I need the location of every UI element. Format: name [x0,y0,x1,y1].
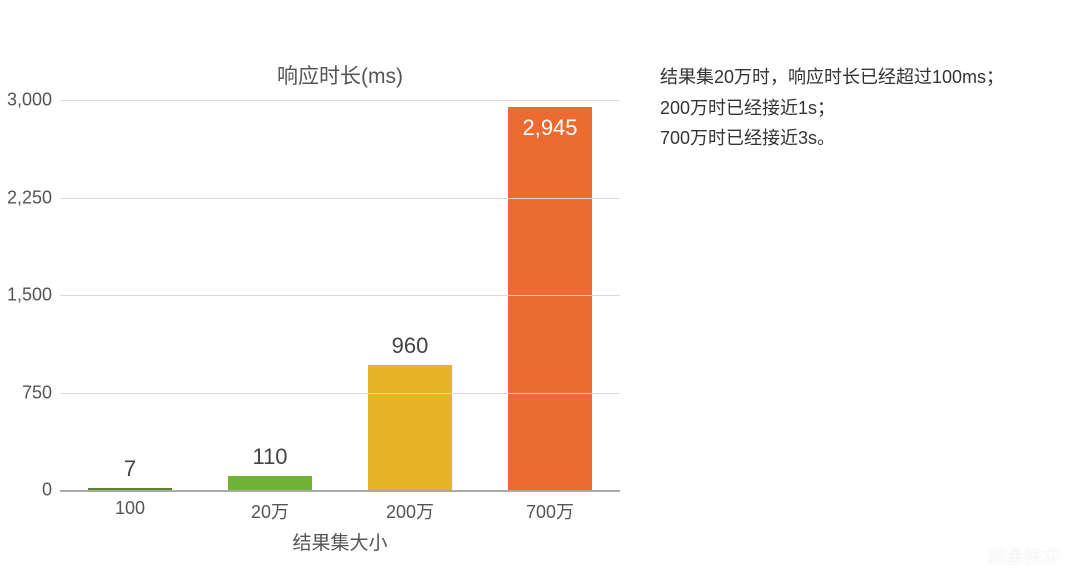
gridline [60,198,620,199]
watermark: 闲鱼技术 [960,543,1060,569]
ytick-label: 0 [0,480,52,501]
annotation-block: 结果集20万时，响应时长已经超过100ms； 200万时已经接近1s； 700万… [660,62,1050,154]
plot-area: 710011020万960200万2,945700万 结果集大小 07501,5… [60,100,620,490]
ytick-label: 2,250 [0,187,52,208]
xtick-label: 20万 [251,498,289,524]
wechat-icon [960,545,982,567]
gridline [60,295,620,296]
gridline [60,100,620,101]
xtick-label: 700万 [526,498,574,524]
ytick-label: 750 [0,382,52,403]
xtick-label: 200万 [386,498,434,524]
bar-value-label: 7 [124,456,136,482]
xaxis-title: 结果集大小 [60,528,620,555]
bar: 2,945 [508,107,592,490]
page-root: 响应时长(ms) 7 100 110 20万 960 200万 2,945 700万 结果集大… [0,0,1080,583]
bar: 960 [368,365,452,490]
gridline [60,393,620,394]
bar-value-label: 960 [392,333,429,359]
annotation-line: 700万时已经接近3s。 [660,123,1050,154]
chart-title: 响应时长(ms) [60,60,620,90]
annotation-line: 结果集20万时，响应时长已经超过100ms； [660,62,1050,93]
bar-value-label: 2,945 [522,115,577,141]
wechat-icon-svg [960,545,982,567]
annotation-line: 200万时已经接近1s； [660,93,1050,124]
ytick-label: 3,000 [0,90,52,111]
xtick-label: 100 [115,498,145,519]
ytick-label: 1,500 [0,285,52,306]
gridline [60,490,620,492]
bar-value-label: 110 [252,444,287,470]
bar: 110 [228,476,312,490]
watermark-text: 闲鱼技术 [988,543,1060,569]
